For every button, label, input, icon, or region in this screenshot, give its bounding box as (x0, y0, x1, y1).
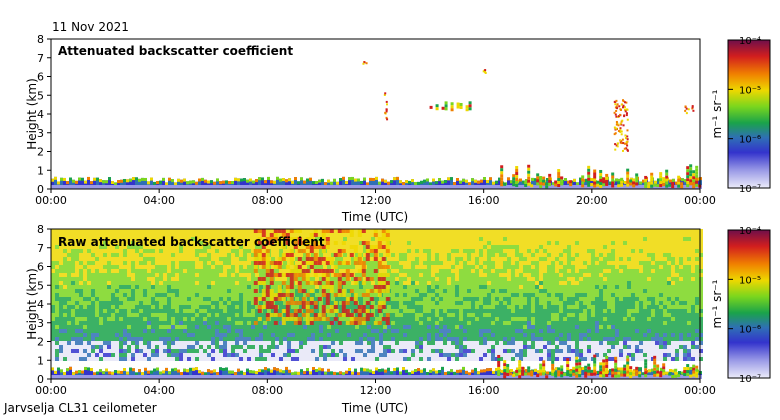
y-tick-label: 4 (37, 298, 44, 311)
colorbar-tick-label: 10⁻⁶ (739, 135, 761, 146)
y-tick-label: 3 (37, 127, 44, 140)
y-tick-label: 7 (37, 52, 44, 65)
y-tick-label: 2 (37, 336, 44, 349)
panel-raw: Raw attenuated backscatter coefficient 0… (25, 223, 771, 415)
colorbar-tick-label: 10⁻⁵ (739, 85, 761, 96)
colorbar-tick-label: 10⁻⁶ (739, 325, 761, 336)
x-tick-label: 12:00 (360, 194, 392, 207)
x-tick-label: 04:00 (143, 194, 175, 207)
x-tick-label: 00:00 (684, 194, 716, 207)
y-axis-label-raw: Height (km) (25, 268, 39, 339)
y-axis-label-attenuated: Height (km) (25, 78, 39, 149)
x-tick-label: 08:00 (251, 194, 283, 207)
cloud-feature (429, 101, 472, 112)
y-tick-label: 8 (37, 223, 44, 236)
y-tick-label: 6 (37, 261, 44, 274)
site-label: Jarvselja CL31 ceilometer (4, 401, 157, 415)
cloud-feature (383, 92, 389, 121)
cloud-feature (482, 69, 487, 74)
date-label: 11 Nov 2021 (52, 20, 129, 34)
colorbar-tick-label: 10⁻⁴ (739, 226, 761, 237)
colorbar-label-raw: m⁻¹ sr⁻¹ (710, 279, 724, 328)
x-tick-label: 20:00 (576, 384, 608, 397)
y-tick-label: 1 (37, 164, 44, 177)
x-axis-label-raw: Time (UTC) (341, 401, 408, 415)
x-tick-label: 04:00 (143, 384, 175, 397)
y-tick-label: 7 (37, 242, 44, 255)
x-tick-label: 00:00 (35, 194, 67, 207)
panel-title-raw: Raw attenuated backscatter coefficient (58, 235, 325, 249)
x-tick-label: 16:00 (468, 384, 500, 397)
colorbar-raw (727, 229, 771, 379)
colorbar-tick-label: 10⁻⁷ (739, 374, 761, 385)
panel-title-attenuated: Attenuated backscatter coefficient (58, 44, 293, 58)
y-tick-label: 5 (37, 279, 44, 292)
cloud-feature (362, 61, 368, 65)
y-tick-label: 0 (37, 183, 44, 196)
x-tick-label: 20:00 (576, 194, 608, 207)
y-tick-label: 4 (37, 108, 44, 121)
boundary-layer (51, 176, 702, 189)
colorbar-tick-label: 10⁻⁵ (739, 275, 761, 286)
cloud-feature (684, 105, 695, 115)
colorbar-label-attenuated: m⁻¹ sr⁻¹ (710, 89, 724, 138)
x-tick-label: 00:00 (35, 384, 67, 397)
cloud-feature (497, 354, 699, 379)
plot-area-attenuated (50, 38, 701, 190)
y-tick-label: 8 (37, 33, 44, 46)
panel-attenuated: Attenuated backscatter coefficient 0 1 2 3 4… (25, 33, 771, 224)
y-tick-label: 2 (37, 146, 44, 159)
colorbar-tick-label: 10⁻⁷ (739, 184, 761, 195)
y-tick-label: 6 (37, 71, 44, 84)
x-tick-label: 00:00 (684, 384, 716, 397)
colorbar-tick-label: 10⁻⁴ (739, 36, 761, 47)
cloud-feature (613, 99, 629, 152)
x-axis-label-attenuated: Time (UTC) (341, 210, 408, 224)
high-noise-region (253, 229, 390, 325)
colorbar-attenuated (727, 39, 771, 189)
y-tick-label: 1 (37, 354, 44, 367)
y-tick-label: 5 (37, 89, 44, 102)
cloud-feature (500, 164, 702, 189)
y-tick-label: 0 (37, 373, 44, 386)
y-tick-label: 3 (37, 317, 44, 330)
x-tick-label: 12:00 (360, 384, 392, 397)
x-tick-label: 16:00 (468, 194, 500, 207)
x-tick-label: 08:00 (251, 384, 283, 397)
